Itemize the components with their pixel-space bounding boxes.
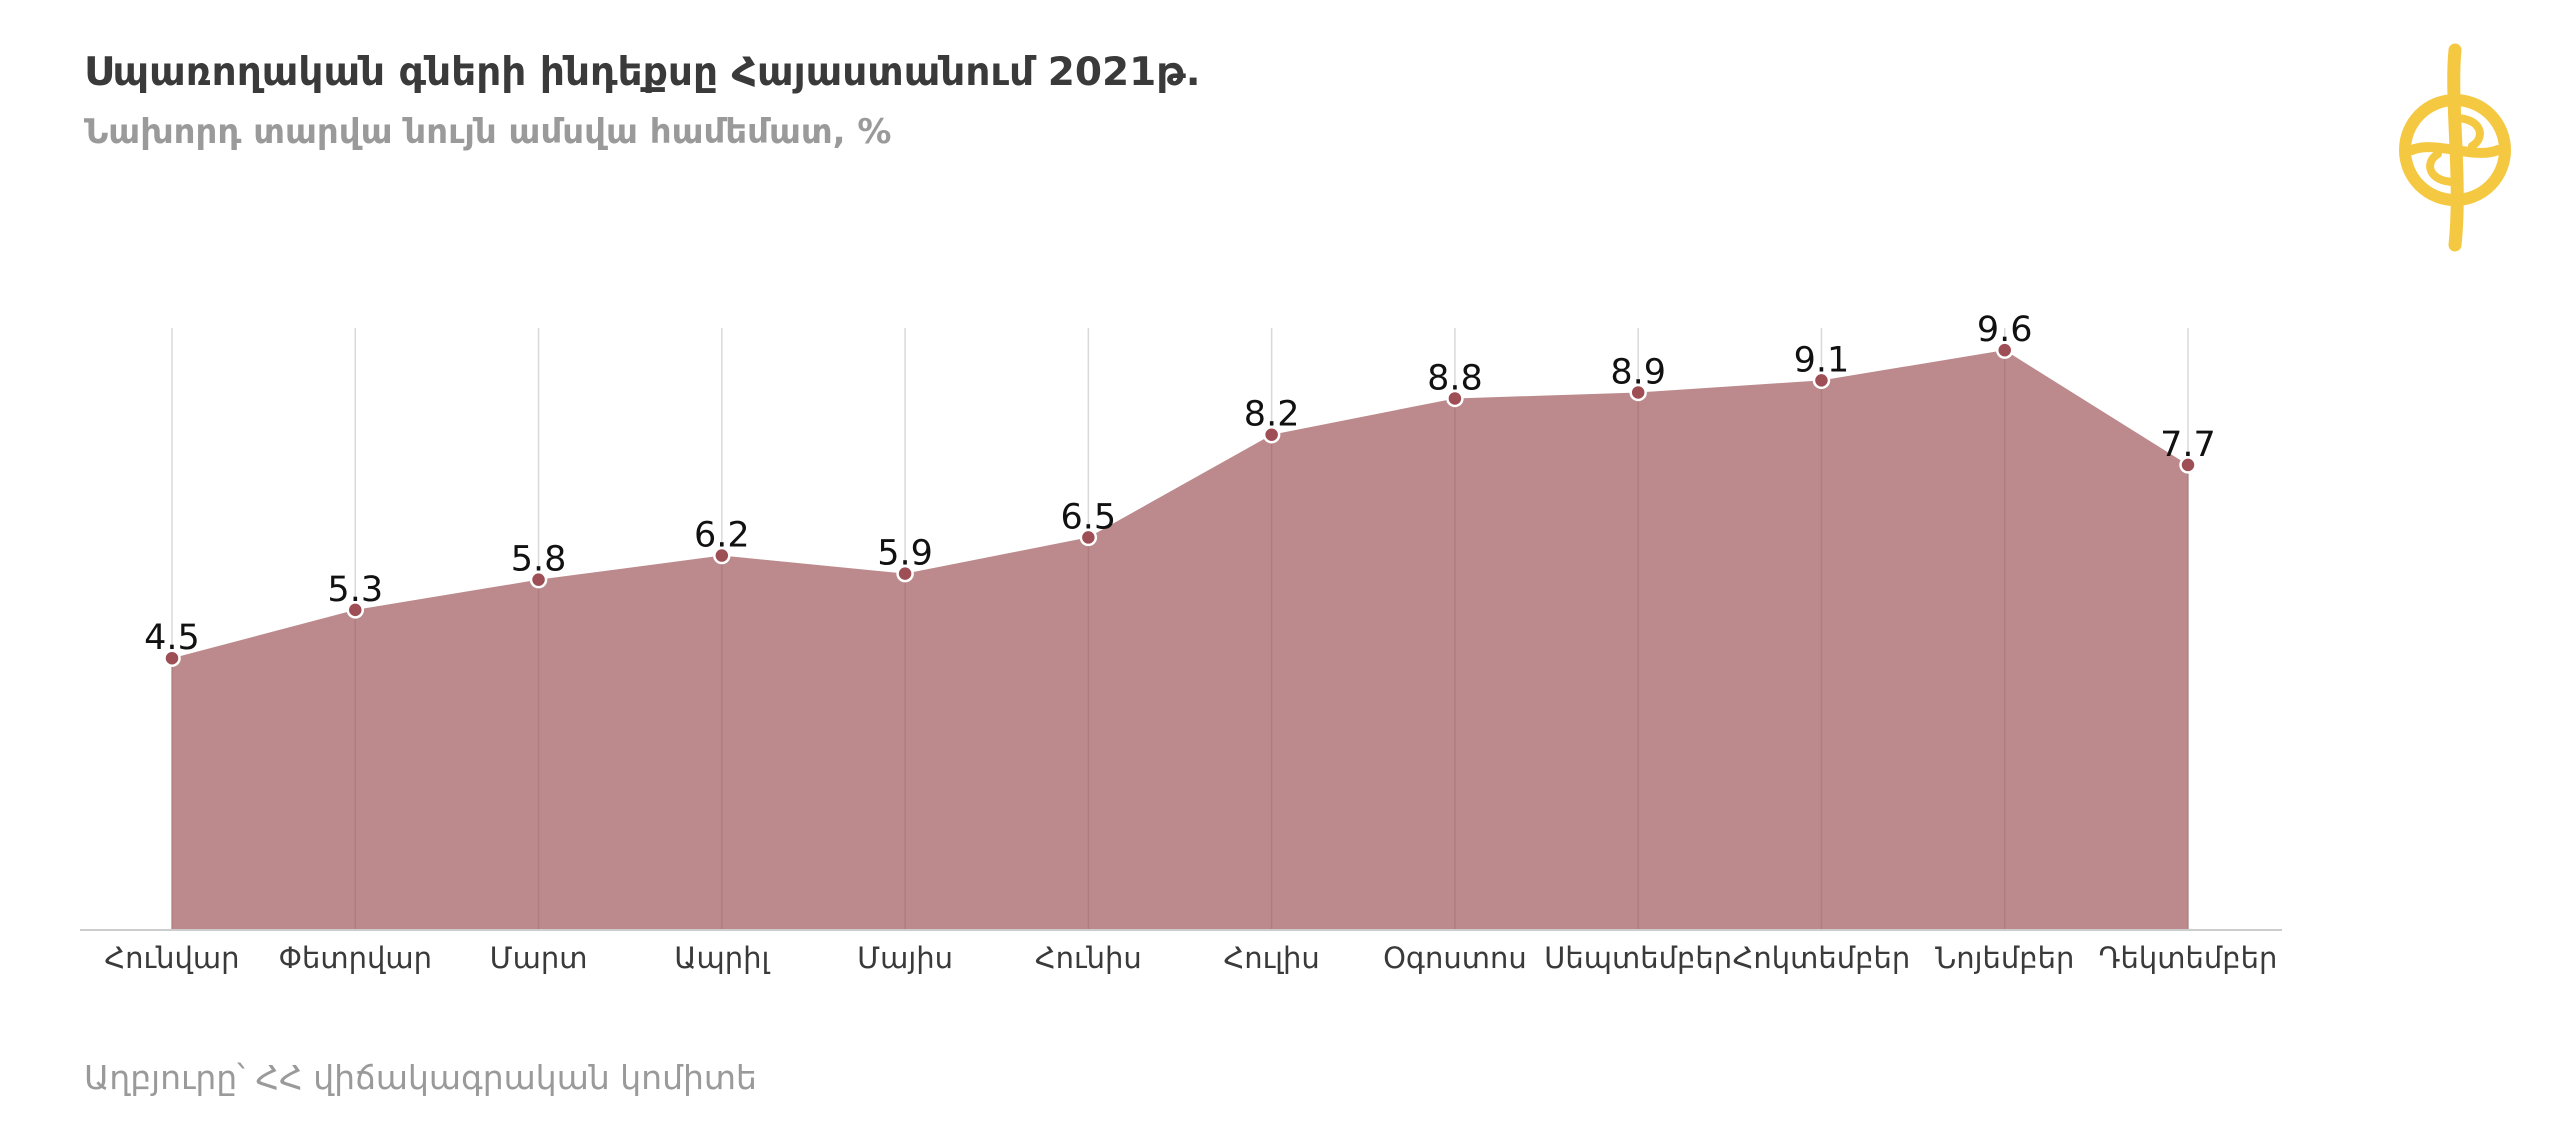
data-point — [529, 570, 548, 589]
data-point — [1446, 389, 1464, 408]
data-label: 9.6 — [1977, 310, 2033, 350]
chart-title: Սպառողական գների ինդեքսը Հայաստանում 202… — [84, 50, 1201, 95]
x-tick-label: Հունիս — [1035, 941, 1142, 975]
data-label: 5.9 — [877, 534, 933, 574]
area-inner-lines — [171, 350, 2189, 930]
data-point — [713, 546, 731, 565]
data-label: 9.1 — [1794, 340, 1850, 380]
x-tick-label: Օգոստոս — [1383, 941, 1527, 975]
data-label: 5.8 — [511, 540, 567, 580]
chart-subtitle: Նախորդ տարվա նույն ամսվա համեմատ, % — [84, 112, 892, 152]
data-label: 7.7 — [2160, 425, 2216, 465]
data-label: 5.3 — [327, 570, 383, 610]
x-tick-label: Ապրիլ — [674, 941, 770, 975]
x-tick-label: Հունվար — [104, 941, 239, 975]
area-series — [172, 350, 2188, 930]
x-tick-label: Սեպտեմբեր — [1544, 941, 1732, 975]
data-point — [1262, 425, 1281, 444]
x-tick-label: Մայիս — [857, 941, 953, 975]
data-labels: 4.5 5.3 5.8 6.2 5.9 6.5 8.2 8.8 8.9 9.1 9.6 7.7 — [144, 310, 2216, 658]
data-point — [346, 601, 365, 619]
data-point — [1812, 371, 1831, 390]
x-tick-label: Փետրվար — [279, 941, 433, 975]
data-points — [163, 341, 2197, 667]
x-tick-label: Դեկտեմբեր — [2099, 941, 2278, 975]
data-label: 8.8 — [1427, 358, 1483, 398]
data-point — [163, 649, 181, 667]
x-tick-label: Մարտ — [490, 941, 588, 975]
data-point — [1629, 383, 1647, 402]
data-label: 8.2 — [1244, 395, 1300, 435]
x-tick-label: Հուլիս — [1223, 941, 1319, 975]
source-note: Աղբյուրը՝ ՀՀ վիճակագրական կոմիտե — [84, 1058, 757, 1097]
data-point — [1995, 341, 2014, 359]
data-point — [896, 564, 914, 583]
data-label: 6.2 — [694, 516, 750, 556]
data-label: 6.5 — [1061, 497, 1117, 537]
data-point — [2179, 456, 2197, 474]
data-label: 8.9 — [1610, 352, 1666, 392]
x-tick-label: Հոկտեմբեր — [1733, 941, 1911, 975]
data-label: 4.5 — [144, 618, 200, 658]
data-point — [1079, 528, 1098, 547]
x-tick-label: Նոյեմբեր — [1935, 941, 2074, 975]
x-axis-tick-labels: Հունվար Փետրվար Մարտ Ապրիլ Մայիս Հունիս Հուլիս… — [104, 941, 2277, 975]
emblem-icon — [2399, 43, 2511, 252]
